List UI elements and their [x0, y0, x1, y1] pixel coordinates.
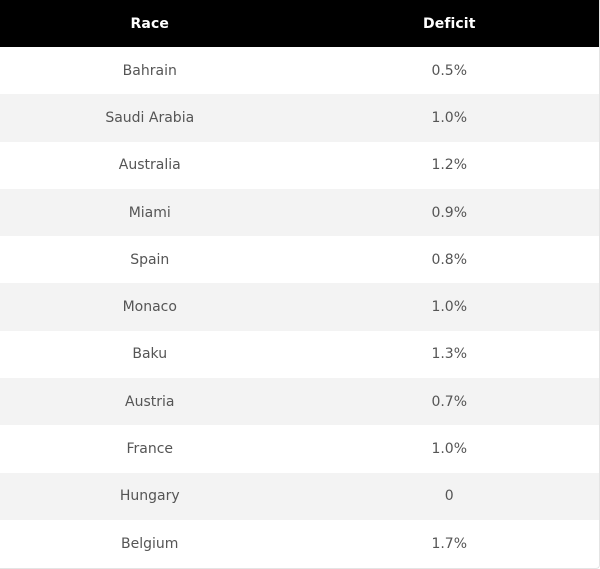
deficit-cell: 1.0% [431, 109, 468, 126]
race-cell: Hungary [119, 488, 180, 505]
column-header-deficit: Deficit [423, 15, 476, 32]
table-body: Bahrain 0.5% Saudi Arabia 1.0% Australia… [0, 47, 599, 568]
table-row: Saudi Arabia 1.0% [0, 94, 599, 142]
table-row: Spain 0.8% [0, 236, 599, 284]
deficit-cell: 0.7% [431, 393, 468, 410]
deficit-cell: 0.9% [431, 204, 468, 221]
table-row: Belgium 1.7% [0, 519, 599, 568]
race-cell: Miami [128, 204, 171, 221]
race-cell: Monaco [122, 299, 177, 316]
deficit-cell: 0 [444, 488, 454, 505]
table-header: Race Deficit [0, 0, 599, 47]
table-row: Miami 0.9% [0, 188, 599, 237]
race-cell: Saudi Arabia [105, 109, 195, 126]
deficit-cell: 1.0% [431, 299, 468, 316]
column-header-race: Race [130, 15, 169, 32]
race-cell: Austria [125, 393, 175, 410]
table-row: Bahrain 0.5% [0, 47, 599, 95]
race-cell: France [126, 441, 174, 458]
table-row: Australia 1.2% [0, 141, 599, 189]
race-cell: Baku [132, 346, 168, 363]
deficit-cell: 1.7% [431, 535, 468, 552]
race-cell: Bahrain [122, 62, 177, 79]
race-cell: Belgium [121, 535, 179, 552]
table-row: Hungary 0 [0, 472, 599, 520]
table-row: Monaco 1.0% [0, 283, 599, 331]
deficit-cell: 1.3% [431, 346, 468, 363]
deficit-cell: 1.0% [431, 441, 468, 458]
header-row: Race Deficit [0, 0, 599, 47]
race-cell: Australia [118, 157, 181, 174]
table-row: Austria 0.7% [0, 378, 599, 426]
table-row: France 1.0% [0, 425, 599, 473]
deficit-cell: 0.8% [431, 251, 468, 268]
table-row: Baku 1.3% [0, 330, 599, 379]
deficit-cell: 0.5% [431, 62, 468, 79]
race-cell: Spain [130, 251, 170, 268]
deficit-cell: 1.2% [431, 157, 468, 174]
